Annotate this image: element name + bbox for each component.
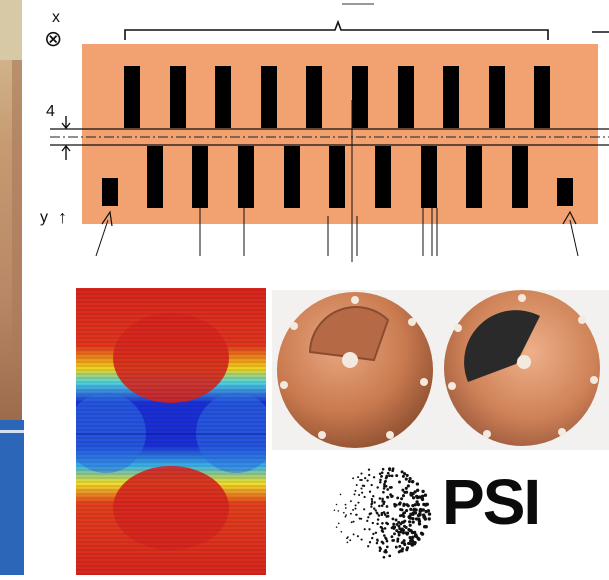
comb-structure-schematic: x ⊗ 4 y ↑ [30,0,609,262]
psi-logo-text: PSI [442,466,541,538]
copper-plates-photo [272,290,609,450]
field-simulation-map [66,288,276,575]
lower-teeth [102,146,573,208]
axis-y-label: y [40,209,48,226]
circle-cross-icon: ⊗ [44,26,62,51]
top-bracket [124,19,549,40]
copper-plate-left [277,292,433,448]
blue-band [0,420,24,575]
psi-dot-sphere-icon [333,467,432,559]
arrow-up-icon: ↑ [58,207,67,227]
gap-value-label: 4 [46,103,55,120]
upper-teeth [124,66,550,128]
person-photo-crop [0,0,22,420]
copper-plate-right [444,290,600,446]
axis-x-label: x [52,9,60,26]
psi-logo: PSI [300,458,560,568]
